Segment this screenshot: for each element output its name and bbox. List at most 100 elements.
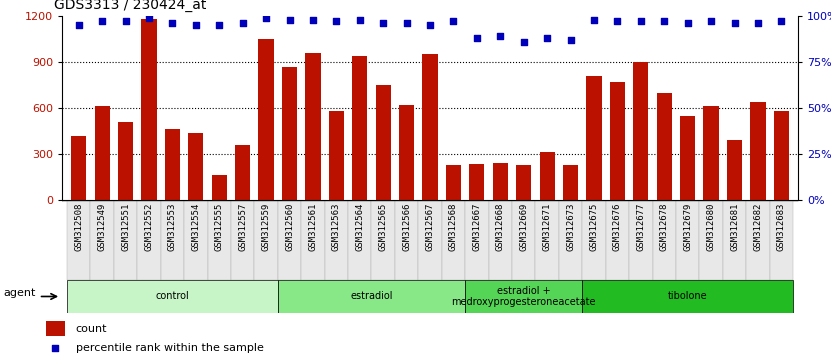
Point xyxy=(470,35,484,41)
Bar xyxy=(348,200,371,280)
Bar xyxy=(512,200,535,280)
Bar xyxy=(67,280,278,313)
Bar xyxy=(418,200,442,280)
Bar xyxy=(489,200,512,280)
Bar xyxy=(633,62,648,200)
Text: GSM312682: GSM312682 xyxy=(754,202,763,251)
Point xyxy=(588,17,601,22)
Text: GSM312561: GSM312561 xyxy=(308,202,317,251)
Text: GSM312563: GSM312563 xyxy=(332,202,341,251)
Text: GSM312559: GSM312559 xyxy=(262,202,271,251)
Text: GSM312553: GSM312553 xyxy=(168,202,177,251)
Point xyxy=(236,21,249,26)
Bar xyxy=(587,76,602,200)
Text: GSM312557: GSM312557 xyxy=(238,202,247,251)
Text: GSM312555: GSM312555 xyxy=(214,202,224,251)
Bar xyxy=(231,200,254,280)
Text: GSM312679: GSM312679 xyxy=(683,202,692,251)
Bar xyxy=(67,200,91,280)
Text: control: control xyxy=(155,291,189,302)
Bar xyxy=(329,111,344,200)
Bar xyxy=(700,200,723,280)
Point xyxy=(728,21,741,26)
Point xyxy=(96,19,109,24)
Text: GSM312680: GSM312680 xyxy=(706,202,715,251)
Bar xyxy=(208,200,231,280)
Bar xyxy=(680,116,696,200)
Point xyxy=(540,35,553,41)
Point xyxy=(447,19,460,24)
Bar xyxy=(746,200,770,280)
Bar xyxy=(95,107,110,200)
Point xyxy=(330,19,343,24)
Bar xyxy=(723,200,746,280)
Point xyxy=(353,17,366,22)
Text: GSM312668: GSM312668 xyxy=(496,202,504,251)
Bar xyxy=(278,280,465,313)
Bar xyxy=(727,140,742,200)
Bar xyxy=(254,200,278,280)
Bar xyxy=(774,111,789,200)
Bar xyxy=(114,200,137,280)
Bar xyxy=(446,165,461,200)
Point xyxy=(48,345,61,350)
Bar xyxy=(184,200,208,280)
Text: count: count xyxy=(76,324,107,333)
Point xyxy=(564,37,578,43)
Point xyxy=(72,22,86,28)
Point xyxy=(774,19,788,24)
Bar xyxy=(704,107,719,200)
Text: GSM312552: GSM312552 xyxy=(145,202,154,251)
Text: GSM312677: GSM312677 xyxy=(637,202,646,251)
Bar xyxy=(652,200,676,280)
Bar xyxy=(282,67,297,200)
Text: GSM312683: GSM312683 xyxy=(777,202,786,251)
Bar xyxy=(399,105,414,200)
Text: percentile rank within the sample: percentile rank within the sample xyxy=(76,343,263,353)
Bar xyxy=(235,145,250,200)
Bar xyxy=(137,200,160,280)
Bar xyxy=(493,163,508,200)
Point xyxy=(751,21,765,26)
Bar xyxy=(750,102,765,200)
Text: tibolone: tibolone xyxy=(668,291,707,302)
Bar xyxy=(141,19,156,200)
Text: GSM312568: GSM312568 xyxy=(449,202,458,251)
Text: estradiol: estradiol xyxy=(350,291,393,302)
Text: GSM312567: GSM312567 xyxy=(425,202,435,251)
Point xyxy=(681,21,695,26)
Point xyxy=(165,21,179,26)
Text: GSM312678: GSM312678 xyxy=(660,202,669,251)
Text: GSM312508: GSM312508 xyxy=(74,202,83,251)
Bar xyxy=(71,136,86,200)
Bar xyxy=(165,130,180,200)
Bar xyxy=(325,200,348,280)
Bar xyxy=(91,200,114,280)
Bar xyxy=(395,200,418,280)
Point xyxy=(705,19,718,24)
Bar xyxy=(46,321,65,336)
Bar xyxy=(583,200,606,280)
Point xyxy=(213,22,226,28)
Bar xyxy=(465,280,583,313)
Point xyxy=(494,33,507,39)
Bar xyxy=(583,280,793,313)
Point xyxy=(259,15,273,21)
Bar xyxy=(352,56,367,200)
Bar xyxy=(258,39,273,200)
Point xyxy=(424,22,437,28)
Text: GSM312565: GSM312565 xyxy=(379,202,388,251)
Text: GSM312564: GSM312564 xyxy=(356,202,364,251)
Text: GSM312681: GSM312681 xyxy=(730,202,739,251)
Point xyxy=(634,19,647,24)
Bar xyxy=(606,200,629,280)
Point xyxy=(283,17,296,22)
Bar xyxy=(563,165,578,200)
Text: GSM312551: GSM312551 xyxy=(121,202,130,251)
Bar xyxy=(465,200,489,280)
Text: GDS3313 / 230424_at: GDS3313 / 230424_at xyxy=(54,0,206,12)
Point xyxy=(657,19,671,24)
Bar xyxy=(422,54,438,200)
Bar xyxy=(610,82,625,200)
Bar xyxy=(770,200,793,280)
